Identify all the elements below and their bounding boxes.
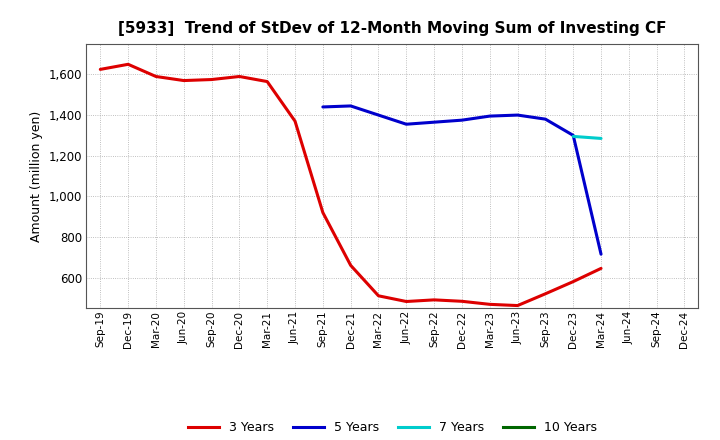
3 Years — [402, 299, 410, 304]
5 Years — [513, 113, 522, 118]
3 Years — [513, 303, 522, 308]
3 Years — [207, 77, 216, 82]
3 Years — [374, 293, 383, 298]
3 Years — [152, 74, 161, 79]
5 Years — [541, 117, 550, 122]
Legend: 3 Years, 5 Years, 7 Years, 10 Years: 3 Years, 5 Years, 7 Years, 10 Years — [183, 416, 602, 439]
5 Years — [485, 114, 494, 119]
Line: 5 Years: 5 Years — [323, 106, 601, 254]
5 Years — [458, 117, 467, 123]
3 Years — [569, 279, 577, 284]
3 Years — [263, 79, 271, 84]
Title: [5933]  Trend of StDev of 12-Month Moving Sum of Investing CF: [5933] Trend of StDev of 12-Month Moving… — [118, 21, 667, 36]
3 Years — [179, 78, 188, 83]
3 Years — [96, 67, 104, 72]
3 Years — [430, 297, 438, 303]
5 Years — [597, 252, 606, 257]
5 Years — [430, 120, 438, 125]
7 Years — [597, 136, 606, 141]
5 Years — [402, 121, 410, 127]
3 Years — [235, 74, 243, 79]
3 Years — [541, 291, 550, 297]
3 Years — [346, 263, 355, 268]
Y-axis label: Amount (million yen): Amount (million yen) — [30, 110, 43, 242]
Line: 3 Years: 3 Years — [100, 64, 601, 305]
3 Years — [318, 210, 327, 215]
3 Years — [458, 299, 467, 304]
5 Years — [569, 133, 577, 138]
5 Years — [346, 103, 355, 109]
3 Years — [485, 302, 494, 307]
7 Years — [569, 134, 577, 139]
3 Years — [597, 266, 606, 271]
Line: 7 Years: 7 Years — [573, 136, 601, 139]
3 Years — [124, 62, 132, 67]
5 Years — [318, 104, 327, 110]
3 Years — [291, 118, 300, 124]
5 Years — [374, 113, 383, 118]
